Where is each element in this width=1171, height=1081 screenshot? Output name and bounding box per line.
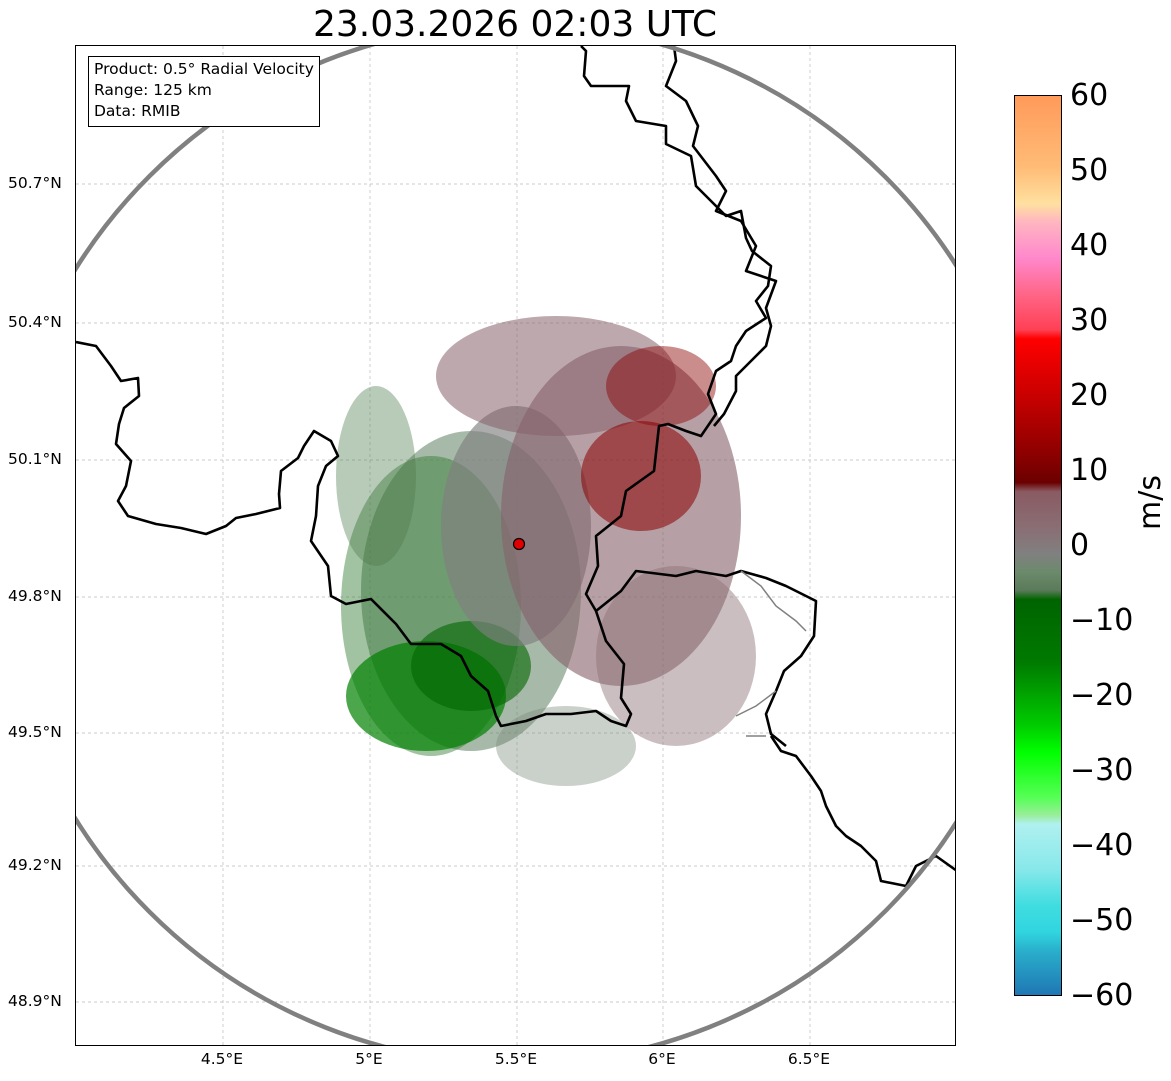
country-borders xyxy=(76,46,955,888)
germany-border-north xyxy=(664,46,778,427)
colorbar-tick-label: 30 xyxy=(1070,303,1109,338)
colorbar-tick-label: −40 xyxy=(1070,828,1134,863)
map-title: 23.03.2026 02:03 UTC xyxy=(312,4,718,45)
info-box: Product: 0.5° Radial Velocity Range: 125… xyxy=(88,56,320,127)
info-source: Data: RMIB xyxy=(94,102,181,120)
colorbar-tick-label: −60 xyxy=(1070,978,1134,1013)
colorbar-tick-label: −30 xyxy=(1070,753,1134,788)
echo-red-core xyxy=(581,421,701,531)
lat-tick-label: 49.2°N xyxy=(8,856,62,874)
echo-mauve-north xyxy=(436,316,676,436)
lat-tick-label: 49.8°N xyxy=(8,587,62,605)
echo-mauve-east xyxy=(596,566,756,746)
colorbar-tick-label: 40 xyxy=(1070,228,1109,263)
echo-red-north xyxy=(606,346,716,426)
lon-tick-label: 6.5°E xyxy=(787,1050,831,1068)
echo-gray-south xyxy=(496,706,636,786)
colorbar-tick-label: 20 xyxy=(1070,378,1109,413)
colorbar xyxy=(1014,95,1062,996)
velocity-echoes xyxy=(336,316,756,786)
colorbar-tick-label: −10 xyxy=(1070,603,1134,638)
colorbar-tick-label: 50 xyxy=(1070,153,1109,188)
lon-tick-label: 5.5°E xyxy=(494,1050,538,1068)
colorbar-tick-label: 60 xyxy=(1070,78,1109,113)
lat-tick-label: 50.1°N xyxy=(8,450,62,468)
belgium-border xyxy=(76,46,773,728)
echo-green-west xyxy=(336,386,416,566)
lon-tick-label: 4.5°E xyxy=(200,1050,244,1068)
info-product: Product: 0.5° Radial Velocity xyxy=(94,60,314,78)
colorbar-tick-label: 0 xyxy=(1070,528,1090,563)
luxembourg-border xyxy=(595,569,818,748)
lon-tick-label: 6°E xyxy=(648,1050,676,1068)
colorbar-tick-label: −20 xyxy=(1070,678,1134,713)
lat-tick-label: 49.5°N xyxy=(8,723,62,741)
info-range: Range: 125 km xyxy=(94,81,212,99)
lat-tick-label: 48.9°N xyxy=(8,992,62,1010)
radar-map-canvas xyxy=(76,46,955,1045)
colorbar-tick-label: 10 xyxy=(1070,453,1109,488)
radar-site-marker xyxy=(512,537,526,551)
germany-border-south xyxy=(769,735,955,888)
lat-tick-label: 50.7°N xyxy=(8,174,62,192)
minor-border xyxy=(735,570,807,737)
colorbar-title: m/s xyxy=(1133,475,1168,530)
lon-tick-label: 5°E xyxy=(355,1050,383,1068)
radar-map[interactable] xyxy=(75,45,956,1046)
colorbar-tick-label: −50 xyxy=(1070,903,1134,938)
lat-tick-label: 50.4°N xyxy=(8,313,62,331)
